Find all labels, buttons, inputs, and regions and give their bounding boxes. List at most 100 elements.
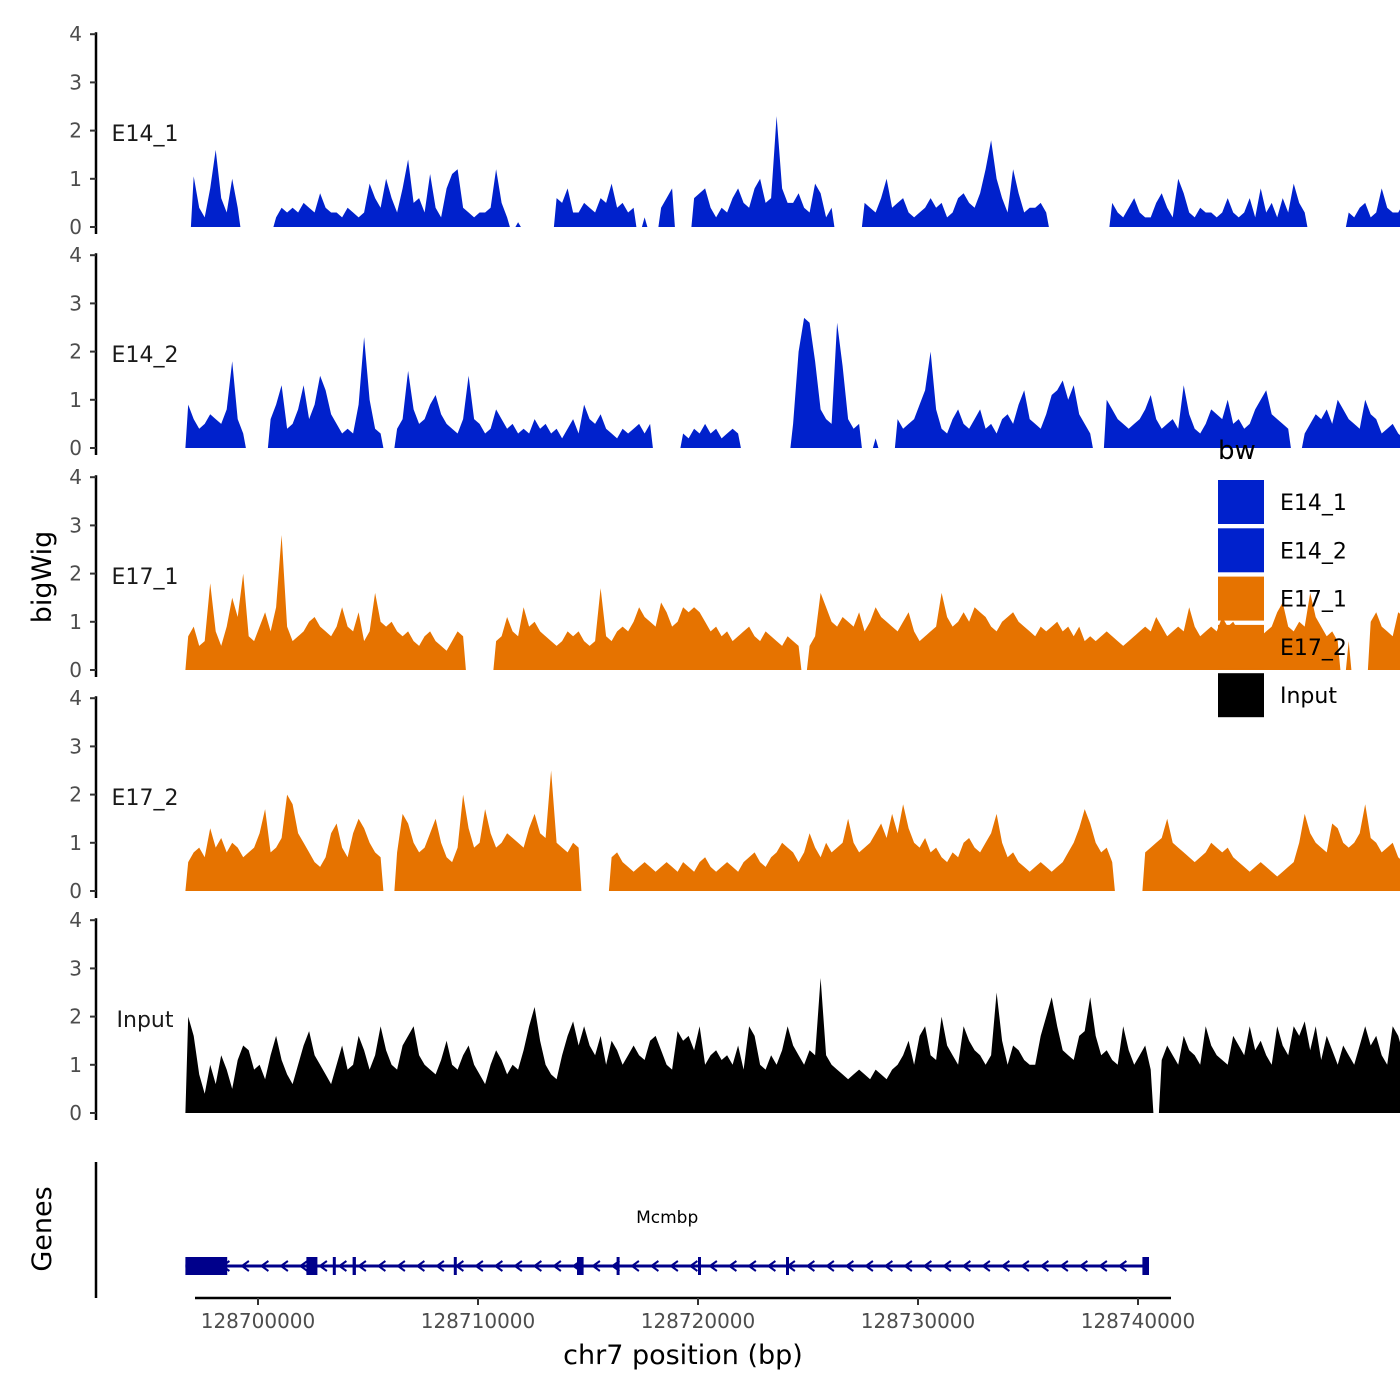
exon xyxy=(616,1257,620,1275)
strand-arrow xyxy=(766,1260,776,1272)
strand-arrow xyxy=(688,1260,698,1272)
strand-arrow xyxy=(493,1260,503,1272)
track-label: E17_1 xyxy=(112,565,179,590)
strand-arrow xyxy=(1020,1260,1030,1272)
track-E17_2: 0 1 2 3 4 E17_2 xyxy=(69,686,1400,903)
y-tick-label: 1 xyxy=(69,167,82,191)
strand-arrow xyxy=(279,1260,289,1272)
strand-arrow xyxy=(747,1260,757,1272)
strand-arrow xyxy=(396,1260,406,1272)
strand-arrow xyxy=(669,1260,679,1272)
strand-arrow xyxy=(942,1260,952,1272)
coverage-area-E17_1 xyxy=(185,535,1400,670)
strand-arrow xyxy=(630,1260,640,1272)
y-tick-label: 2 xyxy=(69,340,82,364)
gene-label: Mcmbp xyxy=(636,1208,698,1228)
legend-swatch xyxy=(1218,576,1264,621)
y-tick-label: 4 xyxy=(69,686,82,710)
track-Input: 0 1 2 3 4 Input xyxy=(69,908,1400,1125)
y-tick-label: 3 xyxy=(69,70,82,94)
legend-label: E14_2 xyxy=(1280,539,1347,564)
y-tick-label: 3 xyxy=(69,291,82,315)
gene-Mcmbp: Mcmbp xyxy=(185,1208,1149,1275)
legend-title: bw xyxy=(1218,436,1256,466)
x-tick-label: 128700000 xyxy=(201,1309,316,1333)
y-tick-label: 3 xyxy=(69,513,82,537)
strand-arrow xyxy=(357,1260,367,1272)
legend-label: E17_1 xyxy=(1280,588,1347,613)
y-tick-label: 2 xyxy=(69,1005,82,1029)
exon xyxy=(352,1257,356,1275)
strand-arrow xyxy=(552,1260,562,1272)
y-tick-label: 1 xyxy=(69,831,82,855)
y-tick-label: 4 xyxy=(69,465,82,489)
y-tick-label: 3 xyxy=(69,956,82,980)
legend-items: E14_1 E14_2 E17_1 E17_2 Input xyxy=(1218,480,1347,718)
strand-arrow xyxy=(922,1260,932,1272)
x-ticks: 128700000 128710000 128720000 128730000 1287… xyxy=(201,1298,1196,1333)
legend-label: Input xyxy=(1280,684,1337,709)
track-E14_1: 0 1 2 3 4 E14_1 xyxy=(69,22,1400,239)
exon xyxy=(577,1257,584,1275)
strand-arrow xyxy=(1117,1260,1127,1272)
y-tick-label: 3 xyxy=(69,734,82,758)
legend-swatch xyxy=(1218,624,1264,669)
x-tick-label: 128730000 xyxy=(861,1309,976,1333)
legend-item-Input: Input xyxy=(1218,673,1337,718)
strand-arrow xyxy=(981,1260,991,1272)
genes-panel: Genes Mcmbp xyxy=(27,1162,1149,1298)
strand-arrow xyxy=(961,1260,971,1272)
y-tick-label: 2 xyxy=(69,562,82,586)
track-E14_2: 0 1 2 3 4 E14_2 xyxy=(69,243,1400,460)
strand-arrow xyxy=(513,1260,523,1272)
strand-arrow xyxy=(727,1260,737,1272)
exon xyxy=(306,1257,318,1275)
legend-item-E17_2: E17_2 xyxy=(1218,624,1347,669)
exon xyxy=(698,1257,701,1275)
legend-swatch xyxy=(1218,528,1264,573)
strand-arrow xyxy=(532,1260,542,1272)
legend-label: E17_2 xyxy=(1280,636,1347,661)
strand-arrow xyxy=(1098,1260,1108,1272)
y-tick-label: 4 xyxy=(69,908,82,932)
strand-arrow xyxy=(1059,1260,1069,1272)
y-axis-title: bigWig xyxy=(27,531,58,624)
x-tick-label: 128710000 xyxy=(421,1309,536,1333)
strand-arrow xyxy=(1039,1260,1049,1272)
track-panels: 0 1 2 3 4 E14_1 0 1 2 3 4 E14_2 0 1 2 3 4 E17_1 0 1 2 3 4 E17_2… xyxy=(69,22,1400,1125)
exon xyxy=(332,1257,336,1275)
y-tick-label: 0 xyxy=(69,658,82,682)
legend: bw E14_1 E14_2 E17_1 E17_2 Input xyxy=(1218,436,1347,718)
track-E17_1: 0 1 2 3 4 E17_1 xyxy=(69,465,1400,682)
strand-arrow xyxy=(591,1260,601,1272)
y-tick-label: 4 xyxy=(69,243,82,267)
legend-item-E17_1: E17_1 xyxy=(1218,576,1347,621)
x-tick-label: 128740000 xyxy=(1081,1309,1196,1333)
exon xyxy=(1142,1257,1149,1275)
legend-label: E14_1 xyxy=(1280,491,1347,516)
strand-arrow xyxy=(435,1260,445,1272)
strand-arrow xyxy=(708,1260,718,1272)
track-label: Input xyxy=(117,1008,174,1033)
y-tick-label: 1 xyxy=(69,1053,82,1077)
strand-arrow xyxy=(1000,1260,1010,1272)
gene-models: Mcmbp xyxy=(185,1208,1149,1275)
y-tick-label: 1 xyxy=(69,388,82,412)
y-tick-label: 2 xyxy=(69,783,82,807)
y-tick-label: 0 xyxy=(69,436,82,460)
strand-arrow xyxy=(805,1260,815,1272)
strand-arrow xyxy=(415,1260,425,1272)
exon xyxy=(185,1257,228,1275)
exon xyxy=(786,1257,789,1275)
strand-arrow xyxy=(240,1260,250,1272)
strand-arrow xyxy=(883,1260,893,1272)
strand-arrow xyxy=(474,1260,484,1272)
strand-arrow xyxy=(844,1260,854,1272)
strand-arrow xyxy=(337,1260,347,1272)
y-tick-label: 0 xyxy=(69,215,82,239)
genes-axis-title: Genes xyxy=(27,1186,58,1271)
legend-swatch xyxy=(1218,673,1264,718)
strand-arrow xyxy=(903,1260,913,1272)
coverage-area-E14_1 xyxy=(190,116,1400,227)
